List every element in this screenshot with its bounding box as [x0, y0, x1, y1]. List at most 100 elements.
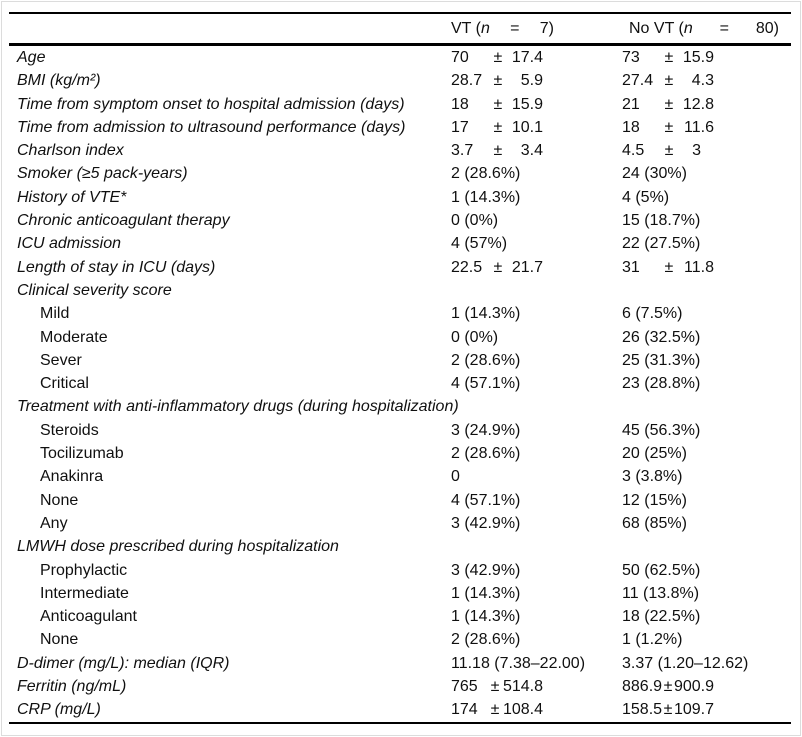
row-label: Tocilizumab — [40, 445, 124, 463]
value-cell-vt: 3 (42.9%) — [451, 514, 521, 532]
table-row: Moderate 0 (0%) 26 (32.5%) — [9, 326, 791, 349]
value-cell-vt: 2 (28.6%) — [451, 351, 521, 369]
sd-frac: .1 — [529, 118, 543, 136]
sd-frac: .9 — [700, 49, 714, 66]
sd-int: 11 — [684, 258, 701, 276]
value-cell-novt: 4 (5%) — [622, 188, 670, 206]
sd-value: 12.8 — [680, 93, 714, 116]
value-cell-novt: 22 (27.5%) — [622, 235, 701, 253]
row-label: Smoker (≥5 pack-years) — [17, 165, 188, 183]
value-cell-novt: 4.5 ±3 — [622, 139, 714, 162]
value-cell-novt: 24 (30%) — [622, 165, 687, 183]
column-header-no-vt: No VT (n = 80) — [629, 14, 779, 43]
row-label: Mild — [40, 305, 70, 323]
sd-frac: .7 — [529, 258, 543, 276]
section-row: Clinical severity score — [9, 279, 791, 302]
value-cell-vt: 765 ±514.8 — [451, 675, 543, 698]
sd-frac: .6 — [700, 118, 714, 136]
plus-minus-sign: ± — [493, 95, 503, 113]
value-cell-vt: 0 (0%) — [451, 328, 499, 346]
column-header-vt-count: 7) — [539, 19, 554, 37]
value-cell-vt: 1 (14.3%) — [451, 305, 521, 323]
row-label: Chronic anticoagulant therapy — [17, 212, 230, 230]
column-header-no-vt-name: No VT (n — [629, 19, 693, 37]
value-cell-vt: 2 (28.6%) — [451, 445, 521, 463]
mean-value: 17 — [451, 118, 469, 136]
sd-value: 514.8 — [503, 675, 543, 698]
sd-frac: .9 — [700, 678, 714, 696]
value-cell-novt: 21 ±12.8 — [622, 93, 714, 116]
table-row: Chronic anticoagulant therapy 0 (0%) 15 (1… — [9, 209, 791, 232]
sd-int: 12 — [682, 95, 701, 113]
value-cell-novt: 1 (1.2%) — [622, 631, 683, 649]
plus-minus-sign: ± — [664, 72, 674, 90]
value-cell-novt: 23 (28.8%) — [622, 375, 701, 393]
table-row: Charlson index 3.7 ±3.4 4.5 ±3 — [9, 139, 791, 162]
row-label: CRP (mg/L) — [17, 701, 101, 719]
equals-sign: = — [719, 19, 729, 37]
value-cell-novt: 31 ±11.8 — [622, 256, 714, 279]
plus-minus-sign: ± — [664, 118, 674, 136]
n-variable: n — [683, 19, 693, 37]
sd-frac: .8 — [700, 258, 714, 276]
plus-minus-sign: ± — [493, 72, 503, 90]
sd-int: 514 — [502, 678, 530, 696]
sd-value: 11.8 — [680, 256, 714, 279]
table-row: Age 70 ±17.4 73 ±15.9 — [9, 46, 791, 69]
row-label: BMI (kg/m²) — [17, 72, 101, 90]
value-cell-novt: 12 (15%) — [622, 491, 687, 509]
value-cell-novt: 68 (85%) — [622, 514, 687, 532]
sd-frac: .4 — [529, 49, 543, 66]
value-cell-vt: 2 (28.6%) — [451, 165, 521, 183]
sd-int: 17 — [511, 49, 530, 66]
row-label: Age — [17, 49, 46, 66]
table-row: Tocilizumab 2 (28.6%) 20 (25%) — [9, 442, 791, 465]
sd-value: 109.7 — [674, 698, 714, 721]
value-cell-vt: 22.5 ±21.7 — [451, 256, 543, 279]
mean-value: 22.5 — [451, 258, 483, 276]
row-label: History of VTE* — [17, 188, 127, 206]
table-row: ICU admission 4 (57%) 22 (27.5%) — [9, 232, 791, 255]
table-row: Smoker (≥5 pack-years) 2 (28.6%) 24 (30%) — [9, 162, 791, 185]
row-label: Anticoagulant — [40, 608, 137, 626]
table-row: Time from symptom onset to hospital admi… — [9, 93, 791, 116]
table-row: D-dimer (mg/L): median (IQR) 11.18 (7.38–… — [9, 652, 791, 675]
table-row: Length of stay in ICU (days) 22.5 ±21.7 31 ±… — [9, 256, 791, 279]
table-row: Ferritin (ng/mL) 765 ±514.8 886.9 ±900.9 — [9, 675, 791, 698]
mean-value: 28.7 — [451, 72, 483, 90]
sd-frac: .7 — [700, 701, 714, 719]
sd-frac: .3 — [700, 72, 714, 90]
sd-frac — [701, 139, 714, 162]
plus-minus-sign: ± — [490, 701, 500, 719]
table-row: None 4 (57.1%) 12 (15%) — [9, 489, 791, 512]
mean-value: 4.5 — [622, 142, 645, 160]
sd-int: 21 — [511, 258, 530, 276]
sd-value: 17.4 — [509, 46, 543, 69]
plus-minus-sign: ± — [493, 258, 503, 276]
row-label: ICU admission — [17, 235, 122, 253]
mean-value: 21 — [622, 95, 640, 113]
table-row: None 2 (28.6%) 1 (1.2%) — [9, 628, 791, 651]
plus-minus-sign: ± — [493, 142, 503, 160]
mean-value: 174 — [451, 701, 478, 719]
value-cell-vt: 3 (42.9%) — [451, 561, 521, 579]
table-row: Sever 2 (28.6%) 25 (31.3%) — [9, 349, 791, 372]
row-label: Moderate — [40, 328, 108, 346]
row-label: None — [40, 631, 79, 649]
table-row: Steroids 3 (24.9%) 45 (56.3%) — [9, 419, 791, 442]
table-row: History of VTE* 1 (14.3%) 4 (5%) — [9, 186, 791, 209]
equals-sign: = — [510, 19, 520, 37]
mean-value: 765 — [451, 678, 478, 696]
sd-int: 900 — [673, 678, 701, 696]
sd-frac: .9 — [529, 72, 543, 90]
mean-value: 31 — [622, 258, 640, 276]
value-cell-novt: 3 (3.8%) — [622, 468, 683, 486]
plus-minus-sign: ± — [493, 49, 503, 66]
table-row: Any 3 (42.9%) 68 (85%) — [9, 512, 791, 535]
table-row: Mild 1 (14.3%) 6 (7.5%) — [9, 302, 791, 325]
row-label: LMWH dose prescribed during hospitalizat… — [17, 538, 339, 556]
mean-value: 158.5 — [622, 701, 663, 719]
row-label: Treatment with anti-inflammatory drugs (… — [17, 398, 459, 416]
value-cell-vt: 1 (14.3%) — [451, 188, 521, 206]
mean-value: 886.9 — [622, 678, 663, 696]
